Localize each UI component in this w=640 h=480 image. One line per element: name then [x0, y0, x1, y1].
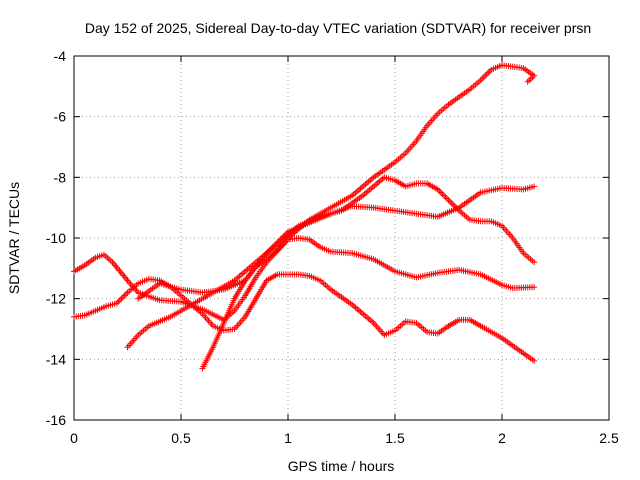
x-tick-label: 0: [70, 430, 78, 446]
y-tick-label: -10: [46, 230, 66, 246]
y-tick-label: -12: [46, 291, 66, 307]
y-axis-label: SDTVAR / TECUs: [6, 182, 22, 294]
x-tick-label: 1.5: [385, 430, 405, 446]
x-tick-label: 0.5: [171, 430, 191, 446]
y-tick-label: -4: [54, 48, 67, 64]
series-arc-5: [199, 62, 538, 372]
series-arc-2: [71, 271, 538, 364]
y-tick-label: -6: [54, 109, 67, 125]
y-tick-label: -16: [46, 412, 66, 428]
mark-layer: [71, 62, 538, 372]
x-tick-label: 2: [498, 430, 506, 446]
y-tick-label: -8: [54, 169, 67, 185]
chart-title: Day 152 of 2025, Sidereal Day-to-day VTE…: [85, 20, 591, 36]
series-arc-4: [135, 183, 538, 302]
grid-layer: [74, 56, 609, 420]
tick-layer: 0 0.5 1 1.5 2 2.5 -16 -14 -12 -10 -8 -6 -4: [46, 48, 619, 446]
x-tick-label: 2.5: [599, 430, 619, 446]
x-tick-label: 1: [284, 430, 292, 446]
y-tick-label: -14: [46, 351, 66, 367]
series-arc-1: [71, 235, 538, 323]
x-axis-label: GPS time / hours: [288, 458, 395, 474]
